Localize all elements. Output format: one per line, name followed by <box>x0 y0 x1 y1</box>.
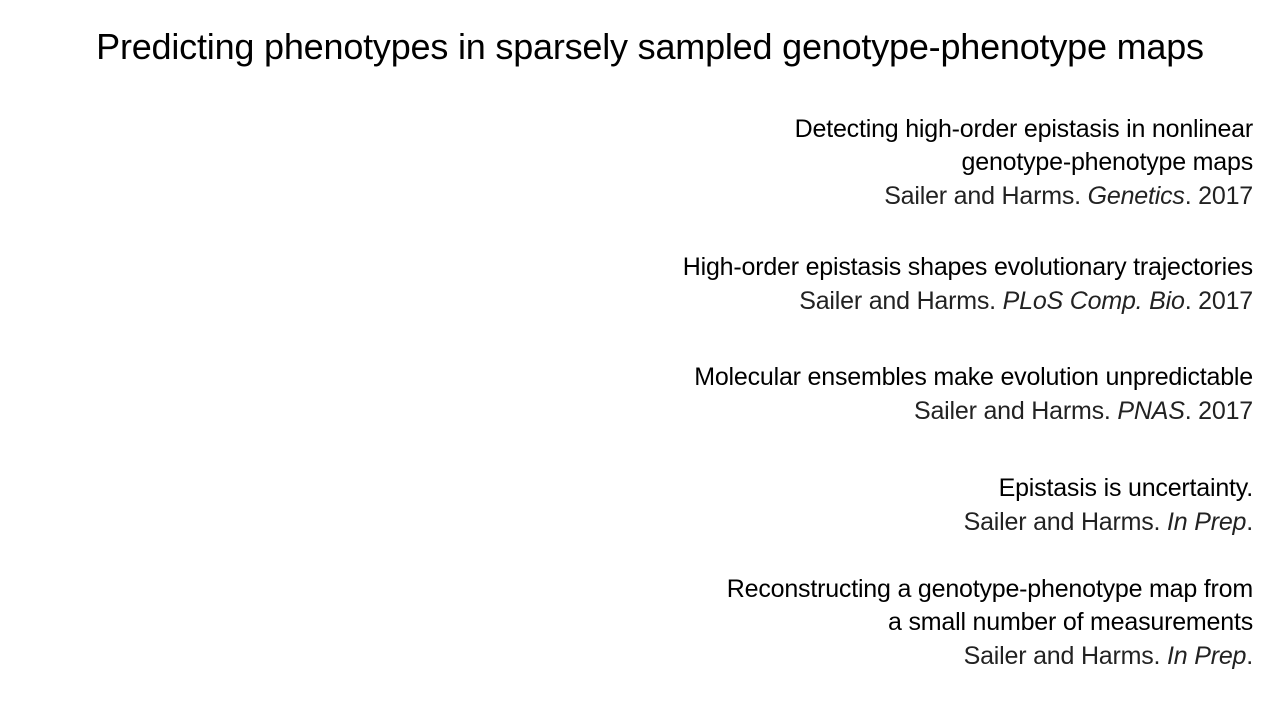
publication-journal: PLoS Comp. Bio <box>1002 287 1185 315</box>
publication-authors: Sailer and Harms. <box>884 182 1088 210</box>
publication-citation: Sailer and Harms. Genetics. 2017 <box>493 179 1253 213</box>
publication-title-line: genotype-phenotype maps <box>961 148 1254 176</box>
publication-title-line: High-order epistasis shapes evolutionary… <box>682 253 1253 281</box>
publication-item: Epistasis is uncertainty. Sailer and Har… <box>493 472 1254 539</box>
publication-journal: Genetics <box>1087 182 1185 210</box>
publication-year: . 2017 <box>1184 397 1254 425</box>
publication-year: . 2017 <box>1184 182 1254 210</box>
publication-year: . <box>1246 642 1253 670</box>
publication-citation: Sailer and Harms. In Prep. <box>493 639 1254 673</box>
publication-title-line: Detecting high-order epistasis in nonlin… <box>794 115 1254 143</box>
publication-authors: Sailer and Harms. <box>799 287 1003 315</box>
publication-authors: Sailer and Harms. <box>913 397 1118 425</box>
publication-title-line: Epistasis is uncertainty. <box>998 474 1254 502</box>
slide-title: Predicting phenotypes in sparsely sample… <box>96 26 1204 67</box>
publication-journal: PNAS <box>1117 397 1185 425</box>
publication-title-line: Reconstructing a genotype-phenotype map … <box>726 575 1253 603</box>
publication-citation: Sailer and Harms. PNAS. 2017 <box>493 394 1253 428</box>
publication-item: High-order epistasis shapes evolutionary… <box>493 251 1253 318</box>
publication-journal: In Prep <box>1167 642 1247 670</box>
publication-title-line: Molecular ensembles make evolution unpre… <box>694 363 1253 391</box>
publication-journal: In Prep <box>1167 508 1247 536</box>
publication-item: Detecting high-order epistasis in nonlin… <box>493 113 1254 213</box>
publication-item: Molecular ensembles make evolution unpre… <box>493 361 1253 428</box>
publication-item: Reconstructing a genotype-phenotype map … <box>493 573 1253 673</box>
publication-citation: Sailer and Harms. In Prep. <box>493 505 1254 539</box>
publication-authors: Sailer and Harms. <box>963 642 1168 670</box>
publication-year: . <box>1246 508 1253 536</box>
publication-title-line: a small number of measurements <box>888 608 1253 636</box>
publication-authors: Sailer and Harms. <box>963 508 1168 536</box>
publication-citation: Sailer and Harms. PLoS Comp. Bio. 2017 <box>493 284 1253 318</box>
publication-list: Detecting high-order epistasis in nonlin… <box>493 113 1253 673</box>
publication-year: . 2017 <box>1184 287 1254 315</box>
